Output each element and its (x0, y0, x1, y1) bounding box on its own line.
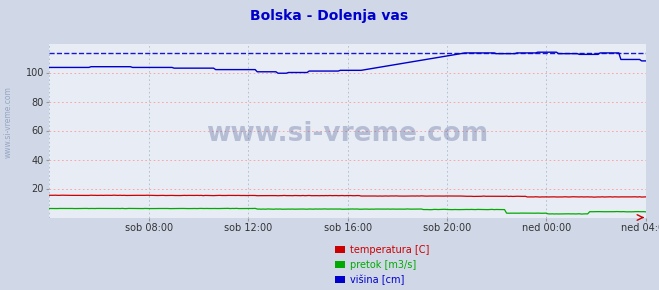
Text: Bolska - Dolenja vas: Bolska - Dolenja vas (250, 9, 409, 23)
Legend: temperatura [C], pretok [m3/s], višina [cm]: temperatura [C], pretok [m3/s], višina [… (335, 245, 429, 285)
Text: www.si-vreme.com: www.si-vreme.com (206, 121, 489, 147)
Text: www.si-vreme.com: www.si-vreme.com (3, 86, 13, 158)
